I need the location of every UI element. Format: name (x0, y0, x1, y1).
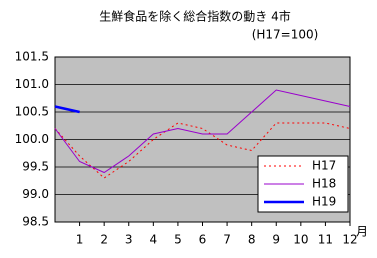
x-tick-label: 4 (150, 233, 158, 247)
y-tick-label: 100.0 (15, 132, 49, 146)
y-tick-label: 99.0 (22, 187, 49, 201)
y-tick-label: 99.5 (22, 160, 49, 174)
series-line (54, 89, 351, 174)
x-tick-label: 5 (174, 233, 182, 247)
y-tick-label: 98.5 (22, 215, 49, 229)
legend-label: H19 (312, 195, 336, 209)
x-tick-label: 7 (223, 233, 231, 247)
chart-subtitle: (H17=100) (252, 28, 319, 42)
y-tick-label: 100.5 (15, 105, 49, 119)
x-tick-label: 8 (248, 233, 256, 247)
x-tick-label: 1 (76, 233, 84, 247)
legend-label: H18 (312, 177, 336, 191)
x-axis-label: 月 (356, 225, 368, 239)
x-tick-label: 6 (199, 233, 207, 247)
y-tick-label: 101.5 (15, 50, 49, 64)
y-tick-label: 101.0 (15, 77, 49, 91)
chart-title: 生鮮食品を除く総合指数の動き 4市 (99, 9, 290, 24)
series-line (54, 105, 80, 114)
x-tick-label: 10 (293, 233, 308, 247)
x-tick-label: 11 (318, 233, 333, 247)
x-tick-label: 2 (100, 233, 108, 247)
x-tick-label: 12 (342, 233, 357, 247)
x-tick-label: 9 (272, 233, 280, 247)
legend-label: H17 (312, 159, 336, 173)
x-tick-label: 3 (125, 233, 133, 247)
